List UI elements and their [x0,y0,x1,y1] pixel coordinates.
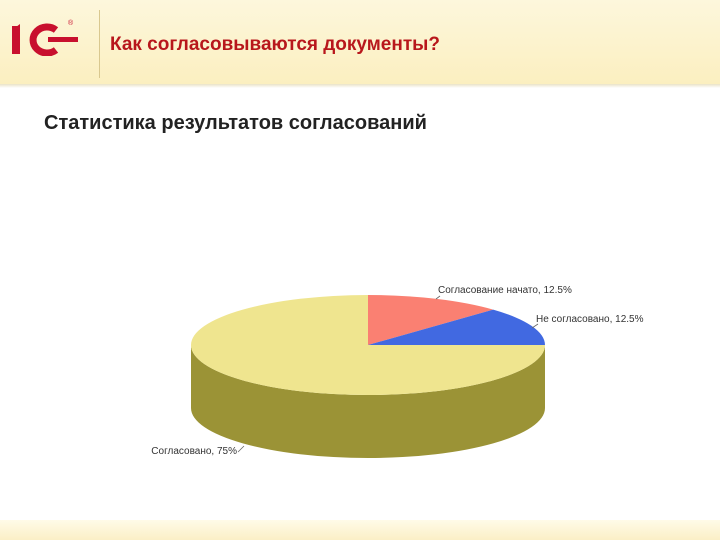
pie-slice-label: Согласование начато, 12.5% [438,285,572,296]
header-bar: ® Как согласовываются документы? [0,0,720,84]
pie-slice-label: Согласовано, 75% [151,446,237,457]
pie-leader-line [531,323,539,329]
header-divider [0,84,720,88]
pie-slice-side [191,345,545,458]
pie-slice-label: Не согласовано, 12.5% [536,314,644,325]
pie-slice [191,295,545,395]
page-title: Как согласовываются документы? [110,34,440,55]
svg-text:®: ® [68,19,74,27]
logo-separator [99,10,100,78]
pie-slice [368,309,545,345]
1c-logo: ® [12,19,78,56]
footer-bar [0,520,720,540]
section-title: Статистика результатов согласований [44,112,427,134]
pie-leader-line [237,445,245,453]
pie-leader-line [435,295,441,300]
pie-slice [368,295,494,345]
